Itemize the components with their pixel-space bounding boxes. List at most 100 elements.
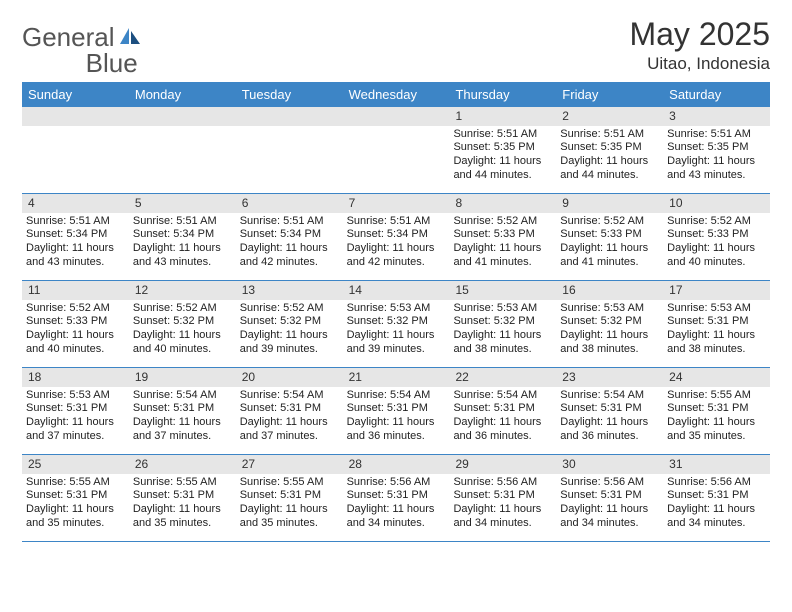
day-number: 6 xyxy=(236,194,343,213)
daylight-line: Daylight: 11 hours and 37 minutes. xyxy=(240,416,339,444)
sunset-line: Sunset: 5:33 PM xyxy=(560,228,659,242)
daylight-line: Daylight: 11 hours and 39 minutes. xyxy=(240,329,339,357)
day-number: 1 xyxy=(449,107,556,126)
cell-details: Sunrise: 5:51 AMSunset: 5:34 PMDaylight:… xyxy=(236,215,343,274)
sunset-line: Sunset: 5:31 PM xyxy=(560,489,659,503)
sunrise-line: Sunrise: 5:53 AM xyxy=(26,389,125,403)
day-number xyxy=(22,107,129,126)
day-number: 9 xyxy=(556,194,663,213)
cell-details: Sunrise: 5:56 AMSunset: 5:31 PMDaylight:… xyxy=(449,476,556,535)
calendar-cell: 17Sunrise: 5:53 AMSunset: 5:31 PMDayligh… xyxy=(663,281,770,367)
calendar-cell: 7Sunrise: 5:51 AMSunset: 5:34 PMDaylight… xyxy=(343,194,450,280)
cell-details: Sunrise: 5:51 AMSunset: 5:35 PMDaylight:… xyxy=(556,128,663,187)
daylight-line: Daylight: 11 hours and 39 minutes. xyxy=(347,329,446,357)
week-row: 25 Sunrise: 5:55 AMSunset: 5:31 PMDayligh… xyxy=(22,455,770,542)
cell-details: Sunrise: 5:54 AMSunset: 5:31 PMDaylight:… xyxy=(343,389,450,448)
calendar-cell: 26Sunrise: 5:55 AMSunset: 5:31 PMDayligh… xyxy=(129,455,236,541)
sunset-line: Sunset: 5:31 PM xyxy=(667,402,766,416)
daylight-line: Daylight: 11 hours and 36 minutes. xyxy=(453,416,552,444)
sunset-line: Sunset: 5:31 PM xyxy=(347,489,446,503)
sunrise-line: Sunrise: 5:53 AM xyxy=(347,302,446,316)
day-header: Friday xyxy=(556,83,663,107)
sunset-line: Sunset: 5:35 PM xyxy=(453,141,552,155)
cell-details: Sunrise: 5:53 AMSunset: 5:32 PMDaylight:… xyxy=(449,302,556,361)
day-number: 7 xyxy=(343,194,450,213)
sunrise-line: Sunrise: 5:52 AM xyxy=(26,302,125,316)
daylight-line: Daylight: 11 hours and 40 minutes. xyxy=(667,242,766,270)
daylight-line: Daylight: 11 hours and 42 minutes. xyxy=(240,242,339,270)
cell-details: Sunrise: 5:51 AMSunset: 5:35 PMDaylight:… xyxy=(663,128,770,187)
calendar-cell: 18Sunrise: 5:53 AMSunset: 5:31 PMDayligh… xyxy=(22,368,129,454)
day-number: 25 xyxy=(22,455,129,474)
sunrise-line: Sunrise: 5:51 AM xyxy=(667,128,766,142)
calendar-cell: 8Sunrise: 5:52 AMSunset: 5:33 PMDaylight… xyxy=(449,194,556,280)
sunset-line: Sunset: 5:31 PM xyxy=(133,489,232,503)
day-header: Thursday xyxy=(449,83,556,107)
sunrise-line: Sunrise: 5:52 AM xyxy=(240,302,339,316)
calendar-cell: 6 Sunrise: 5:51 AMSunset: 5:34 PMDaylight… xyxy=(236,194,343,280)
day-number: 17 xyxy=(663,281,770,300)
sunrise-line: Sunrise: 5:53 AM xyxy=(453,302,552,316)
sunrise-line: Sunrise: 5:51 AM xyxy=(560,128,659,142)
calendar-cell: 23Sunrise: 5:54 AMSunset: 5:31 PMDayligh… xyxy=(556,368,663,454)
sunrise-line: Sunrise: 5:55 AM xyxy=(26,476,125,490)
calendar-grid: SundayMondayTuesdayWednesdayThursdayFrid… xyxy=(22,83,770,542)
daylight-line: Daylight: 11 hours and 43 minutes. xyxy=(133,242,232,270)
cell-details: Sunrise: 5:52 AMSunset: 5:32 PMDaylight:… xyxy=(129,302,236,361)
sunset-line: Sunset: 5:31 PM xyxy=(347,402,446,416)
daylight-line: Daylight: 11 hours and 37 minutes. xyxy=(26,416,125,444)
day-number: 30 xyxy=(556,455,663,474)
calendar-cell: 14Sunrise: 5:53 AMSunset: 5:32 PMDayligh… xyxy=(343,281,450,367)
calendar-cell: 28Sunrise: 5:56 AMSunset: 5:31 PMDayligh… xyxy=(343,455,450,541)
sunrise-line: Sunrise: 5:51 AM xyxy=(347,215,446,229)
calendar-cell: 24Sunrise: 5:55 AMSunset: 5:31 PMDayligh… xyxy=(663,368,770,454)
calendar-cell-blank xyxy=(22,107,129,193)
sunrise-line: Sunrise: 5:51 AM xyxy=(453,128,552,142)
day-header: Wednesday xyxy=(343,83,450,107)
weeks-container: 1Sunrise: 5:51 AMSunset: 5:35 PMDaylight… xyxy=(22,107,770,542)
sunset-line: Sunset: 5:31 PM xyxy=(133,402,232,416)
day-number: 19 xyxy=(129,368,236,387)
cell-details: Sunrise: 5:55 AMSunset: 5:31 PMDaylight:… xyxy=(22,476,129,535)
sunset-line: Sunset: 5:31 PM xyxy=(667,315,766,329)
daylight-line: Daylight: 11 hours and 42 minutes. xyxy=(347,242,446,270)
cell-details: Sunrise: 5:53 AMSunset: 5:32 PMDaylight:… xyxy=(556,302,663,361)
sunset-line: Sunset: 5:34 PM xyxy=(133,228,232,242)
calendar-cell: 27Sunrise: 5:55 AMSunset: 5:31 PMDayligh… xyxy=(236,455,343,541)
sunset-line: Sunset: 5:31 PM xyxy=(453,402,552,416)
sunset-line: Sunset: 5:35 PM xyxy=(560,141,659,155)
daylight-line: Daylight: 11 hours and 38 minutes. xyxy=(453,329,552,357)
cell-details: Sunrise: 5:55 AMSunset: 5:31 PMDaylight:… xyxy=(236,476,343,535)
daylight-line: Daylight: 11 hours and 44 minutes. xyxy=(560,155,659,183)
day-number: 29 xyxy=(449,455,556,474)
calendar-cell: 29 Sunrise: 5:56 AMSunset: 5:31 PMDayligh… xyxy=(449,455,556,541)
sunset-line: Sunset: 5:31 PM xyxy=(26,489,125,503)
calendar-cell: 3Sunrise: 5:51 AMSunset: 5:35 PMDaylight… xyxy=(663,107,770,193)
day-number: 10 xyxy=(663,194,770,213)
week-row: 18Sunrise: 5:53 AMSunset: 5:31 PMDayligh… xyxy=(22,368,770,455)
day-number: 24 xyxy=(663,368,770,387)
sunrise-line: Sunrise: 5:56 AM xyxy=(560,476,659,490)
cell-details: Sunrise: 5:53 AMSunset: 5:31 PMDaylight:… xyxy=(22,389,129,448)
daylight-line: Daylight: 11 hours and 43 minutes. xyxy=(667,155,766,183)
daylight-line: Daylight: 11 hours and 40 minutes. xyxy=(133,329,232,357)
calendar-cell: 5Sunrise: 5:51 AMSunset: 5:34 PMDaylight… xyxy=(129,194,236,280)
cell-details: Sunrise: 5:54 AMSunset: 5:31 PMDaylight:… xyxy=(449,389,556,448)
calendar-cell: 15 Sunrise: 5:53 AMSunset: 5:32 PMDayligh… xyxy=(449,281,556,367)
brand-name-b: Blue xyxy=(86,48,138,78)
cell-details: Sunrise: 5:52 AMSunset: 5:33 PMDaylight:… xyxy=(22,302,129,361)
sunset-line: Sunset: 5:31 PM xyxy=(240,402,339,416)
cell-details: Sunrise: 5:52 AMSunset: 5:33 PMDaylight:… xyxy=(663,215,770,274)
cell-details: Sunrise: 5:56 AMSunset: 5:31 PMDaylight:… xyxy=(556,476,663,535)
calendar-cell: 2Sunrise: 5:51 AMSunset: 5:35 PMDaylight… xyxy=(556,107,663,193)
day-number: 15 xyxy=(449,281,556,300)
brand-name-b-wrap: GeneBlue xyxy=(22,48,138,79)
sunset-line: Sunset: 5:35 PM xyxy=(667,141,766,155)
sunset-line: Sunset: 5:32 PM xyxy=(560,315,659,329)
calendar-cell-blank xyxy=(343,107,450,193)
sunrise-line: Sunrise: 5:53 AM xyxy=(667,302,766,316)
daylight-line: Daylight: 11 hours and 36 minutes. xyxy=(347,416,446,444)
title-block: May 2025 Uitao, Indonesia xyxy=(629,18,770,74)
cell-details: Sunrise: 5:52 AMSunset: 5:33 PMDaylight:… xyxy=(556,215,663,274)
daylight-line: Daylight: 11 hours and 41 minutes. xyxy=(560,242,659,270)
